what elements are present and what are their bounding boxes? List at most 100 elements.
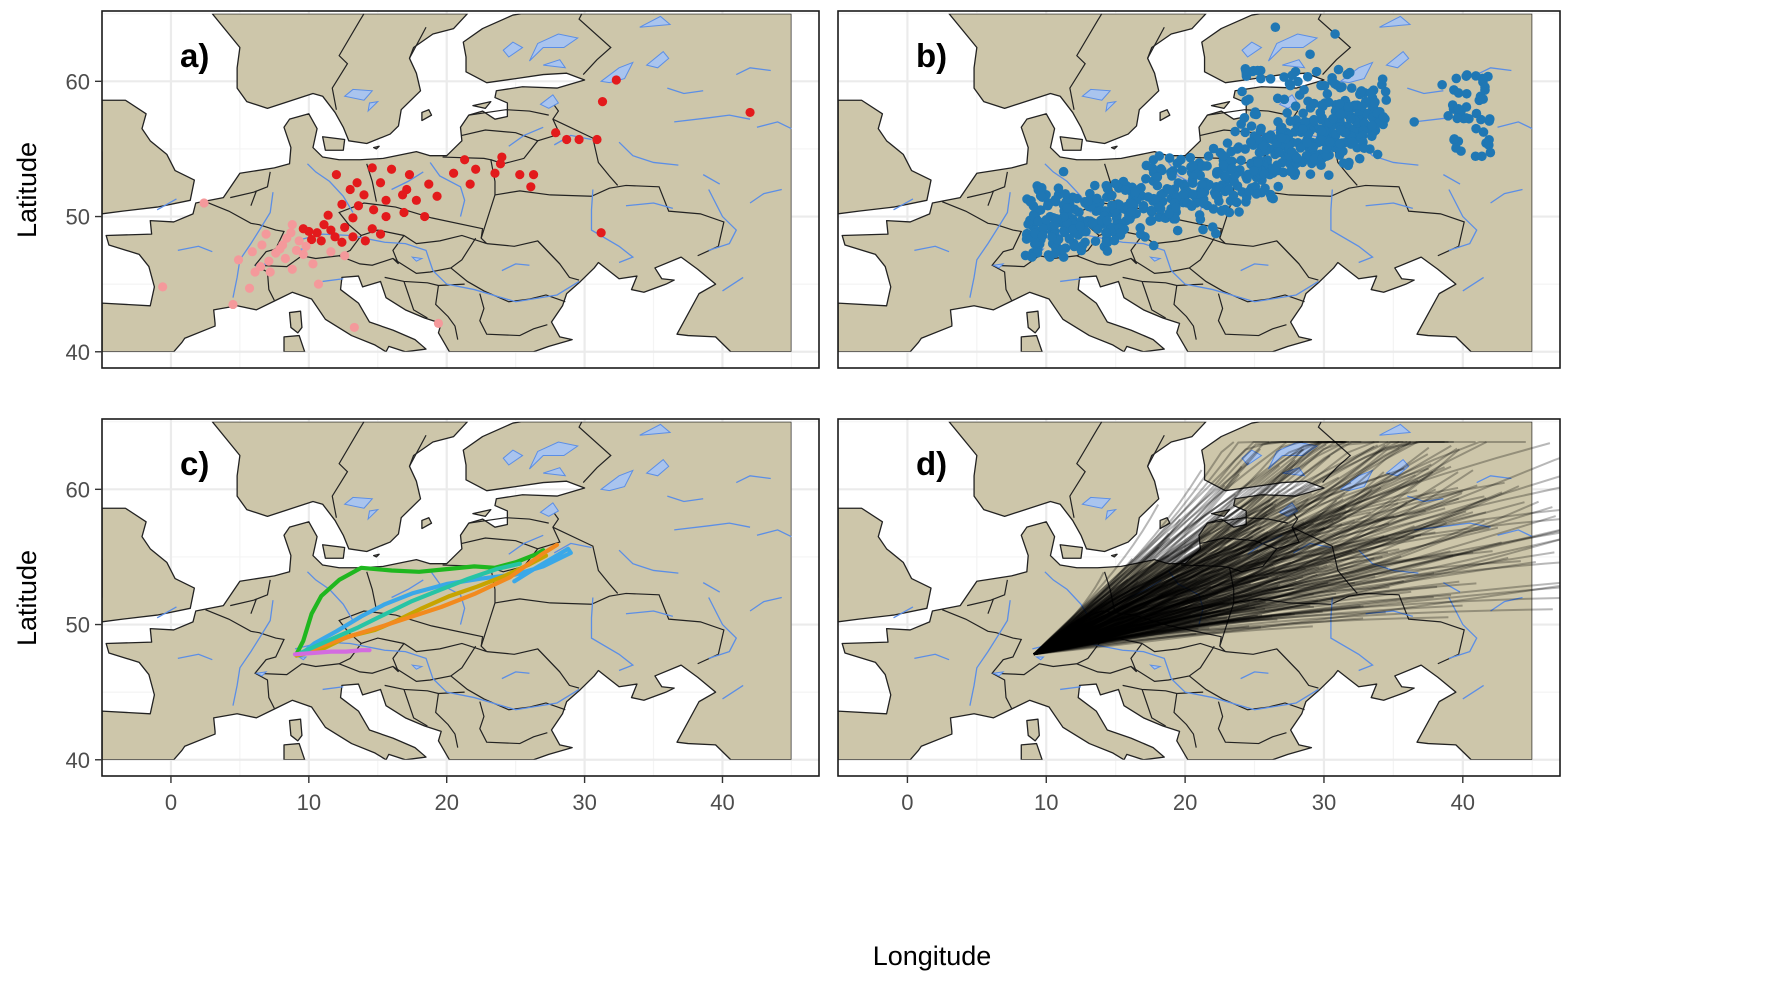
observation-point: [1298, 124, 1308, 134]
observation-point: [1244, 94, 1254, 105]
trajectory-line: [1033, 588, 1181, 656]
trajectory-line: [1033, 573, 1318, 656]
trajectory-line: [1033, 498, 1278, 656]
trajectory-line: [1033, 465, 1243, 656]
trajectory-line: [1033, 486, 1560, 656]
trajectory-line: [1033, 575, 1279, 656]
observation-point: [1354, 153, 1365, 164]
trajectory-line: [1033, 551, 1555, 656]
observation-point: [1050, 248, 1060, 259]
observation-point: [1187, 178, 1198, 189]
trajectory-line: [1033, 551, 1389, 656]
observation-point: [1319, 80, 1330, 91]
observation-point: [1270, 22, 1281, 33]
observation-point: [1060, 189, 1071, 199]
trajectory-line: [1033, 605, 1361, 656]
trajectory-line: [1033, 594, 1205, 656]
trajectory-line: [1033, 626, 1261, 656]
occurrence-point-dark: [319, 220, 329, 230]
observation-point: [1299, 84, 1309, 95]
trajectory-line: [1033, 587, 1191, 656]
track-line: [292, 648, 372, 657]
trajectory-line: [1033, 441, 1235, 656]
trajectory-line: [1033, 599, 1179, 656]
observation-point: [1075, 221, 1086, 232]
trajectory-line: [1033, 560, 1521, 656]
trajectory-line: [1033, 539, 1289, 656]
trajectory-line: [1033, 545, 1278, 656]
observation-point: [1344, 67, 1355, 78]
observation-point: [1116, 227, 1126, 238]
observation-point: [1072, 193, 1082, 204]
occurrence-point-dark: [399, 207, 409, 218]
observation-point: [1154, 151, 1165, 161]
trajectory-line: [1033, 471, 1385, 656]
trajectory-line: [1033, 550, 1493, 656]
occurrence-point-dark: [592, 134, 602, 145]
observation-point: [1053, 183, 1064, 194]
trajectory-line: [1033, 584, 1279, 656]
observation-point: [1195, 170, 1206, 181]
trajectory-line: [1033, 520, 1305, 656]
trajectory-line: [1033, 486, 1459, 656]
x-tick-label: 0: [165, 790, 177, 815]
observation-point: [1462, 70, 1472, 80]
trajectory-line: [1033, 601, 1266, 656]
occurrence-point-dark: [386, 164, 397, 174]
panel-d: d) 0 10 20 30 40: [837, 418, 1561, 815]
trajectory-line: [1033, 599, 1266, 656]
trajectory-line: [1033, 507, 1346, 656]
observation-point: [1335, 138, 1345, 149]
trajectory-line: [1033, 549, 1259, 656]
observation-point: [1187, 189, 1198, 200]
trajectory-line: [1033, 468, 1294, 656]
observation-point: [1324, 137, 1335, 147]
x-tick-label: 20: [1173, 790, 1197, 815]
occurrence-point-dark: [360, 236, 370, 246]
trajectory-line: [1033, 520, 1334, 656]
trajectory-line: [1033, 619, 1235, 656]
observation-point: [1143, 192, 1153, 202]
observation-point: [1148, 240, 1159, 251]
observation-point: [1484, 116, 1495, 126]
observation-point: [1276, 122, 1287, 133]
observation-point: [1252, 65, 1263, 76]
trajectory-line: [1033, 611, 1386, 656]
observation-point: [1170, 214, 1181, 224]
observation-point: [1305, 49, 1315, 60]
occurrence-point-light: [326, 247, 336, 257]
occurrence-point-light: [233, 255, 244, 265]
trajectory-line: [1033, 566, 1320, 656]
occurrence-point-light: [291, 245, 302, 255]
trajectory-line: [1033, 441, 1320, 656]
trajectory-line: [1033, 527, 1261, 656]
trajectory-line: [1033, 614, 1258, 656]
trajectory-line: [1033, 557, 1375, 656]
y-tick-label: 40: [66, 748, 90, 773]
observation-point: [1471, 71, 1481, 81]
y-tick-label: 60: [66, 69, 90, 94]
trajectory-line: [1033, 472, 1391, 656]
occurrence-point-dark: [404, 170, 415, 180]
observation-point: [1164, 184, 1175, 195]
trajectory-line: [1033, 441, 1418, 656]
trajectory-line: [1033, 526, 1499, 656]
observation-point: [1236, 155, 1246, 166]
trajectory-line: [1033, 580, 1139, 656]
observation-point: [1367, 120, 1377, 131]
data-layer: [1033, 441, 1560, 656]
trajectory-line: [1033, 594, 1452, 656]
trajectory-line: [1033, 465, 1452, 656]
trajectory-line: [1033, 605, 1213, 656]
observation-point: [1069, 241, 1080, 252]
trajectory-line: [1033, 585, 1169, 656]
occurrence-point-dark: [316, 236, 326, 246]
trajectory-line: [1033, 609, 1222, 656]
observation-point: [1345, 114, 1356, 124]
observation-point: [1059, 211, 1069, 222]
occurrence-point-dark: [596, 228, 606, 238]
trajectory-line: [1033, 510, 1467, 656]
trajectory-line: [1033, 614, 1263, 656]
occurrence-point-light: [244, 283, 255, 293]
panel-border: [101, 10, 820, 369]
